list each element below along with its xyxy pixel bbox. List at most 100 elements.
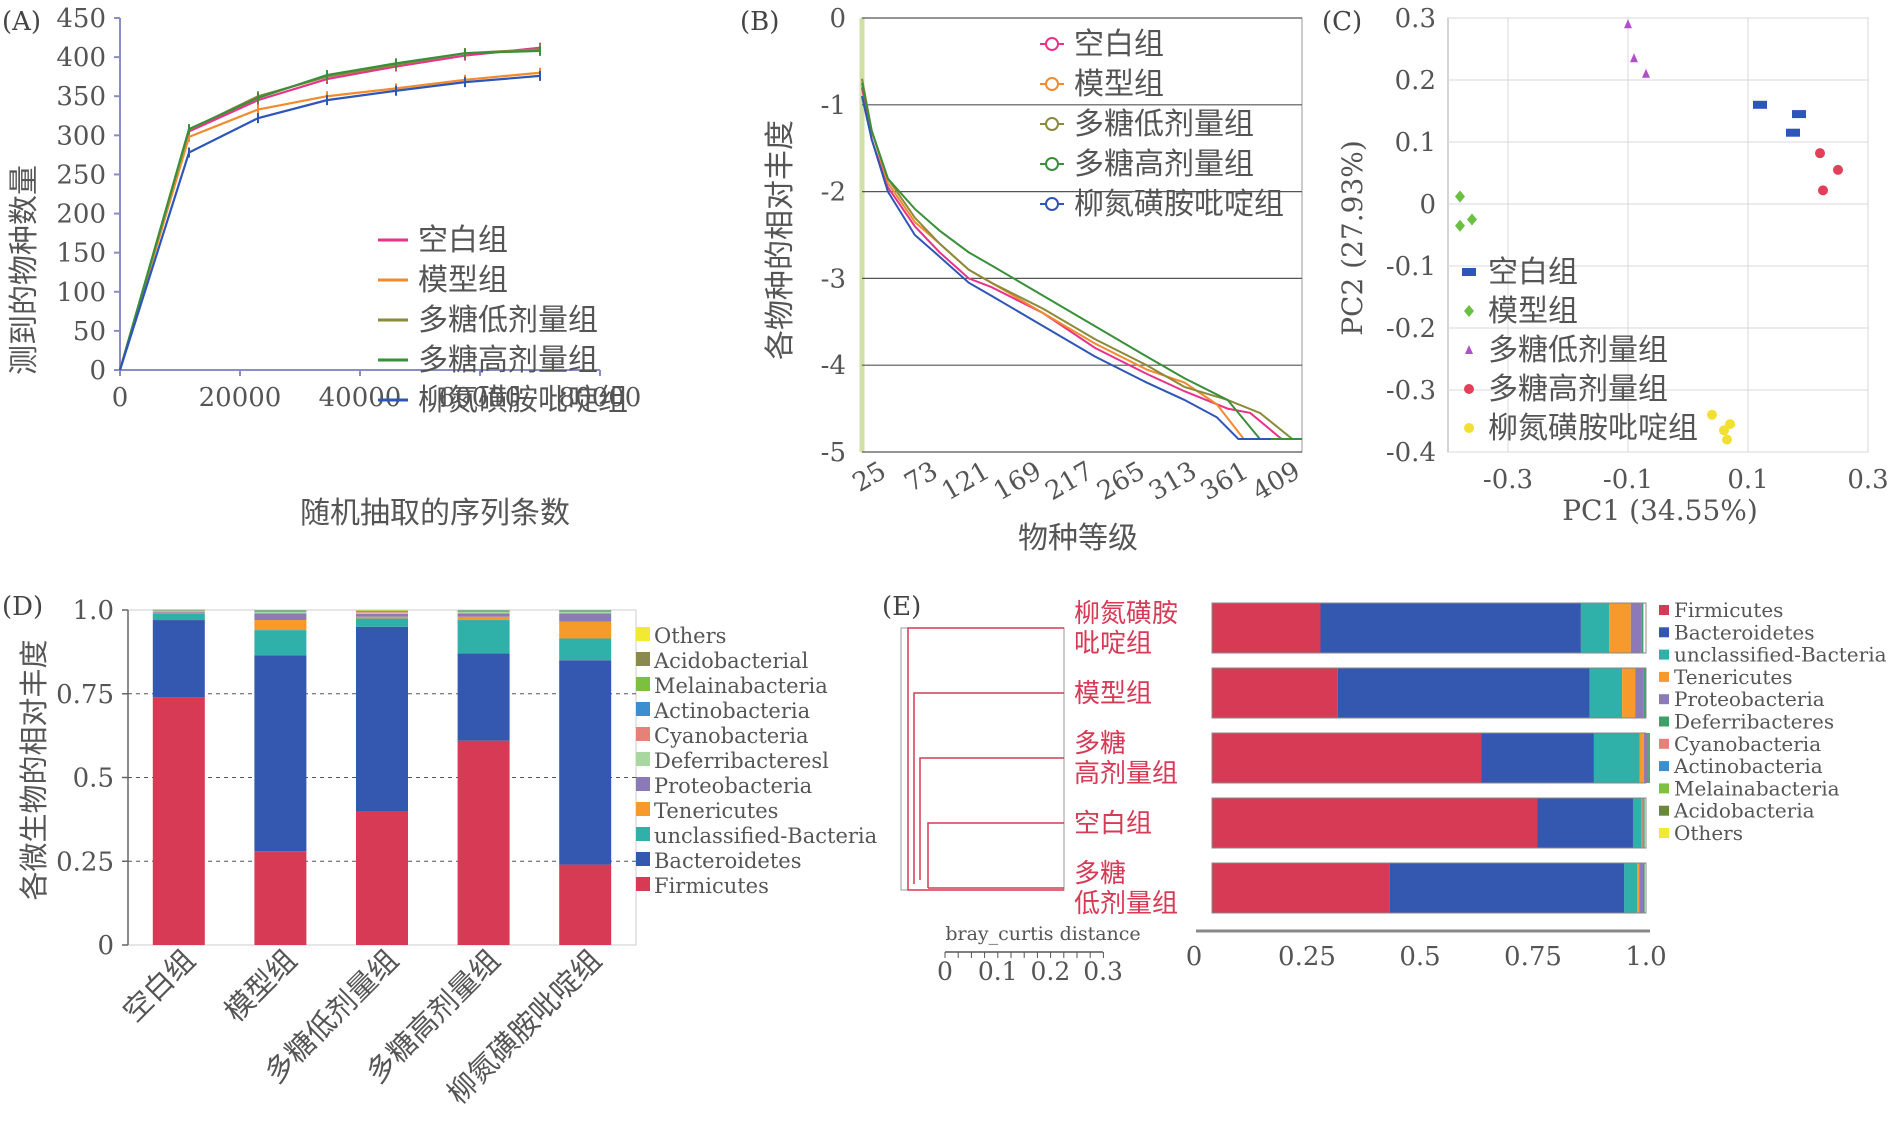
chart-a-y-tick-label: 100: [56, 278, 106, 308]
chart-e-category-label: 吡啶组: [1074, 629, 1152, 659]
chart-c-x-tick-label: 0.1: [1727, 465, 1768, 495]
chart-d-bar-segment: [457, 610, 510, 612]
chart-e-legend-label: Cyanobacteria: [1674, 732, 1821, 756]
chart-e-bar-segment: [1609, 603, 1631, 653]
chart-e-bar-segment: [1639, 733, 1644, 783]
chart-e-x-tick-label: 0: [1186, 942, 1203, 972]
chart-b-legend-label: 空白组: [1074, 27, 1164, 62]
chart-d-ylabel: 各微生物的相对丰度: [17, 639, 51, 900]
chart-b-x-tick-label: 409: [1248, 456, 1306, 507]
chart-e-bar-segment: [1212, 668, 1338, 718]
chart-e-bar-segment: [1643, 668, 1646, 718]
chart-d-bar-segment: [152, 611, 205, 613]
chart-e-row-frame: [1211, 602, 1647, 654]
chart-d-bar-segment: [152, 613, 205, 621]
chart-c-legend-marker: [1464, 384, 1474, 394]
chart-c-point: [1786, 128, 1800, 137]
chart-d-legend-label: Bacteroidetes: [654, 849, 802, 873]
chart-d-bar-segment: [356, 610, 408, 612]
chart-e-legend-label: Others: [1674, 821, 1743, 845]
chart-d-bar-segment: [356, 612, 408, 613]
chart-b-series-line: [861, 78, 1302, 440]
chart-c-point: [1818, 185, 1828, 196]
chart-b-y-tick-label: -1: [821, 91, 846, 121]
chart-e-bar-segment: [1320, 603, 1581, 653]
chart-c-y-tick-label: -0.4: [1386, 438, 1436, 468]
chart-d-y-tick-label: 1.0: [73, 596, 114, 626]
chart-c-legend-marker: [1465, 345, 1473, 354]
chart-d-legend-label: unclassified-Bacteria: [654, 824, 877, 848]
chart-e-x-tick-label: 1.0: [1625, 942, 1666, 972]
chart-a-x-tick-label: 40000: [319, 383, 402, 413]
chart-d-bar-segment: [254, 613, 307, 621]
chart-c-y-tick-label: 0: [1419, 190, 1436, 220]
chart-a-legend-label: 空白组: [418, 223, 508, 258]
chart-a-x-tick-label: 20000: [199, 383, 282, 413]
chart-e-bar-segment: [1337, 668, 1590, 718]
chart-e-legend-swatch: [1659, 627, 1669, 638]
chart-e-bar-segment: [1641, 798, 1643, 848]
chart-e-legend-swatch: [1659, 828, 1669, 838]
chart-e-dendrogram-tick-label: 0.1: [978, 957, 1018, 986]
chart-e-bar-segment: [1637, 863, 1640, 913]
chart-a: 0 50 100 150 200 250 300 350 400 450 0 20000 40000 60…: [56, 4, 641, 418]
chart-b-y-tick-label: -2: [821, 178, 846, 208]
chart-d-legend-label: Melainabacteria: [654, 674, 828, 698]
chart-d-category-label: 模型组: [218, 943, 304, 1029]
chart-d-bar-segment: [559, 611, 612, 613]
chart-a-legend-label: 柳氮磺胺吡啶组: [418, 383, 628, 418]
chart-b-series-line: [861, 82, 1302, 440]
chart-e-category-label: 低剂量组: [1074, 889, 1178, 919]
chart-d-legend-swatch: [636, 827, 650, 841]
chart-d-bar-segment: [457, 613, 510, 617]
chart-e-bar-segment: [1537, 798, 1633, 848]
chart-c-legend-label: 多糖高剂量组: [1488, 372, 1668, 407]
chart-e-category-label: 模型组: [1074, 679, 1152, 709]
chart-e-dendrogram-branch: [907, 627, 1064, 891]
chart-b-legend-marker: [1045, 37, 1059, 51]
chart-d-legend-swatch: [636, 752, 650, 766]
chart-d-bar-segment: [356, 626, 408, 811]
chart-c-point: [1833, 164, 1843, 175]
chart-e-legend-swatch: [1659, 649, 1669, 660]
chart-d-legend-swatch: [636, 777, 650, 791]
chart-e-bar-segment: [1642, 863, 1645, 913]
chart-b-legend-label: 模型组: [1074, 67, 1164, 102]
chart-d-bar-segment: [152, 620, 205, 698]
chart-b-x-tick-label: 169: [989, 456, 1047, 507]
chart-a-xlabel: 随机抽取的序列条数: [300, 496, 570, 531]
chart-c-legend-marker: [1462, 268, 1476, 276]
chart-e-legend-swatch: [1659, 783, 1669, 794]
chart-e-legend-label: Proteobacteria: [1674, 687, 1825, 711]
chart-c-point: [1642, 68, 1650, 78]
chart-d-y-tick-label: 0.75: [56, 680, 114, 710]
chart-d-bar-segment: [152, 611, 205, 612]
chart-a-x-tick-label: 60000: [439, 383, 522, 413]
chart-e-bar-segment: [1642, 798, 1644, 848]
chart-b-x-tick-label: 265: [1092, 456, 1150, 507]
chart-a-legend-label: 多糖低剂量组: [418, 303, 598, 338]
chart-d-bar-segment: [254, 612, 307, 614]
chart-d-bar-segment: [152, 697, 205, 945]
chart-a-y-tick-label: 250: [56, 160, 106, 190]
chart-d-y-tick-label: 0.25: [56, 847, 114, 877]
chart-c-y-tick-label: 0.2: [1395, 66, 1436, 96]
chart-b-y-tick-label: -5: [821, 438, 846, 468]
chart-a-y-tick-label: 350: [56, 82, 106, 112]
chart-d-bar-segment: [559, 864, 612, 945]
chart-b-plot-area: [861, 17, 1303, 453]
chart-e-row-frame: [1211, 732, 1647, 784]
chart-d-bar-segment: [457, 612, 510, 614]
chart-d-legend-swatch: [636, 652, 650, 666]
chart-b-x-tick-label: 217: [1040, 456, 1098, 507]
chart-c-point: [1624, 19, 1632, 29]
panel-label-d: (D): [2, 592, 43, 622]
chart-e-row-frame: [1211, 797, 1647, 849]
chart-c-legend-label: 多糖低剂量组: [1488, 333, 1668, 368]
chart-e-bar-segment: [1593, 733, 1640, 783]
panel-label-b: (B): [740, 7, 779, 37]
chart-d-legend-swatch: [636, 727, 650, 741]
chart-c-legend-label: 空白组: [1488, 255, 1578, 290]
chart-c-y-tick-label: -0.1: [1386, 252, 1436, 282]
